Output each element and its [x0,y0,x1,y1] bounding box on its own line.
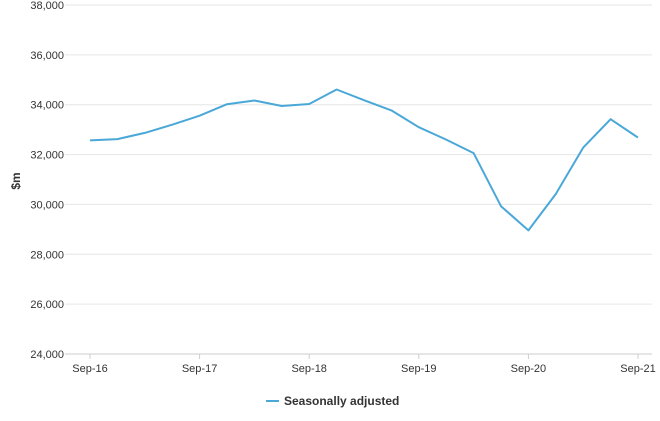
y-axis-label: $m [9,172,23,189]
data-point[interactable] [197,113,203,119]
y-tick-label: 32,000 [30,150,64,162]
data-point[interactable] [142,130,148,136]
data-point[interactable] [251,97,257,103]
x-tick-label: Sep-21 [620,363,655,375]
y-tick-label: 26,000 [30,299,64,311]
data-point[interactable] [416,124,422,130]
x-tick-label: Sep-18 [291,363,326,375]
data-point[interactable] [635,135,641,141]
legend-label: Seasonally adjusted [284,394,399,408]
data-point[interactable] [334,87,340,93]
data-point[interactable] [525,227,531,233]
y-tick-label: 38,000 [30,0,64,12]
data-point[interactable] [169,122,175,128]
data-point[interactable] [580,145,586,151]
y-tick-label: 24,000 [30,349,64,361]
x-tick-label: Sep-19 [401,363,436,375]
x-tick-label: Sep-16 [72,363,107,375]
data-point[interactable] [306,101,312,107]
data-point[interactable] [87,137,93,143]
y-tick-label: 34,000 [30,100,64,112]
data-point[interactable] [498,203,504,209]
series-group [87,87,641,233]
y-tick-label: 36,000 [30,50,64,62]
data-point[interactable] [443,137,449,143]
data-point[interactable] [608,116,614,122]
y-tick-label: 30,000 [30,199,64,211]
data-point[interactable] [553,191,559,197]
legend[interactable]: Seasonally adjusted [266,394,399,408]
y-tick-label: 28,000 [30,249,64,261]
data-point[interactable] [471,150,477,156]
series-line[interactable] [89,88,639,232]
y-axis-ticks: 24,000 26,000 28,000 30,000 32,000 34,000 36,0… [30,0,64,361]
data-point[interactable] [114,136,120,142]
data-point[interactable] [361,97,367,103]
x-tick-label: Sep-20 [511,363,546,375]
x-axis-ticks: Sep-16 Sep-17 Sep-18 Sep-19 Sep-20 Sep-21 [72,354,656,375]
data-point[interactable] [279,103,285,109]
x-tick-label: Sep-17 [182,363,217,375]
gridlines [65,4,652,355]
data-point[interactable] [224,101,230,107]
data-point[interactable] [388,107,394,113]
